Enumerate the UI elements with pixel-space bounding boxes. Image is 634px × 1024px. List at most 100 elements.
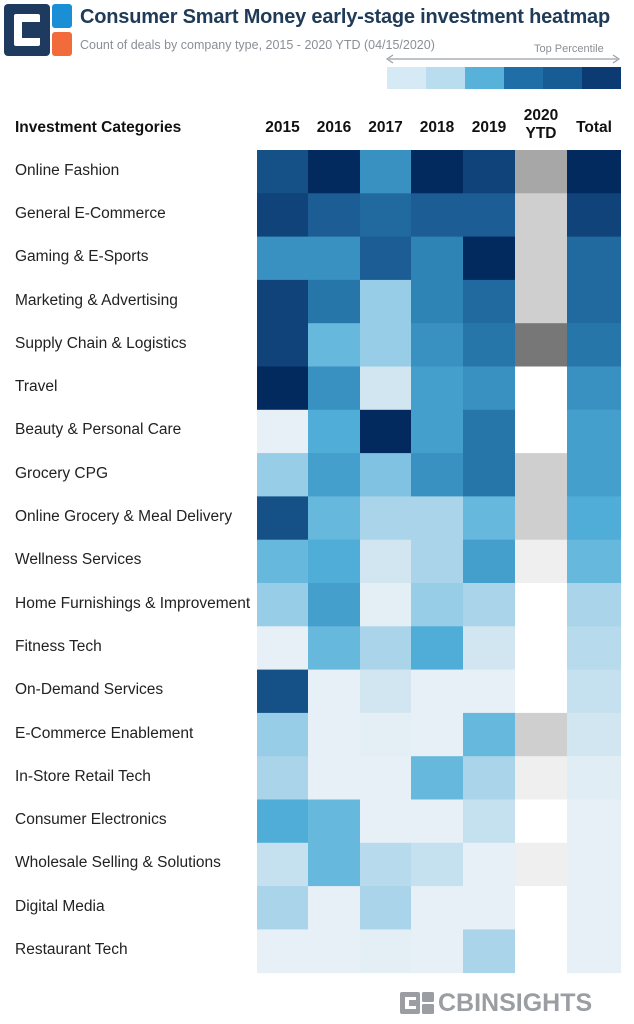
row-header: Investment Categories: [15, 119, 182, 136]
column-header: 2019: [471, 119, 507, 136]
heatmap-cell: [308, 366, 360, 411]
legend-swatch-1: [426, 67, 465, 89]
heatmap-cell: [567, 842, 621, 887]
heatmap-cell: [360, 842, 411, 887]
heatmap-cell: [411, 409, 463, 454]
heatmap-cell: [360, 323, 411, 367]
heatmap-cell: [308, 150, 360, 194]
heatmap-cell: [308, 323, 360, 367]
heatmap-cell: [308, 626, 360, 670]
column-header: 2017: [368, 119, 403, 136]
heatmap-cell: [515, 409, 567, 454]
heatmap-cell: [411, 799, 463, 844]
row-label: Online Grocery & Meal Delivery: [15, 508, 233, 526]
heatmap-cell: [308, 193, 360, 237]
heatmap-cell: [515, 496, 567, 541]
heatmap-cell: [360, 669, 411, 714]
heatmap-cell: [463, 323, 515, 367]
heatmap-cell: [411, 929, 463, 974]
heatmap-cell: [257, 669, 308, 714]
row-label: Online Fashion: [15, 161, 120, 179]
heatmap-cell: [360, 799, 411, 844]
heatmap-cell: [308, 842, 360, 887]
legend-swatches: [387, 67, 621, 89]
heatmap-cell: [308, 756, 360, 800]
heatmap-cell: [567, 799, 621, 844]
heatmap-cell: [567, 669, 621, 714]
legend-label: Top Percentile: [534, 43, 604, 55]
heatmap-cell: [515, 929, 567, 974]
heatmap-cell: [515, 583, 567, 627]
heatmap-cell: [515, 712, 567, 757]
heatmap-cell: [515, 756, 567, 800]
heatmap-cell: [515, 539, 567, 584]
heatmap-cell: [257, 366, 308, 411]
heatmap-cell: [567, 539, 621, 584]
heatmap-cell: [463, 279, 515, 324]
heatmap-cell: [308, 929, 360, 974]
heatmap-cell: [257, 583, 308, 627]
row-label: Home Furnishings & Improvement: [15, 594, 251, 612]
heatmap-cell: [308, 409, 360, 454]
cb-insights-mark-icon: [400, 992, 434, 1014]
heatmap-cell: [567, 886, 621, 930]
row-label: Travel: [15, 378, 58, 396]
heatmap-cell: [411, 323, 463, 367]
heatmap-cell: [463, 756, 515, 800]
heatmap-cell: [308, 583, 360, 627]
row-label: Fitness Tech: [15, 637, 102, 655]
heatmap-cell: [463, 453, 515, 497]
column-header: 2016: [316, 119, 352, 136]
heatmap-cell: [360, 539, 411, 584]
heatmap-cell: [257, 842, 308, 887]
heatmap-cell: [257, 799, 308, 844]
heatmap-cell: [567, 496, 621, 541]
legend-swatch-0: [387, 67, 426, 89]
heatmap-cell: [567, 712, 621, 757]
heatmap-cell: [515, 669, 567, 714]
heatmap-cell: [308, 236, 360, 281]
heatmap-cell: [463, 712, 515, 757]
heatmap-cell: [360, 193, 411, 237]
heatmap-cell: [411, 756, 463, 800]
heatmap-cell: [515, 193, 567, 237]
brand-text: CBINSIGHTS: [438, 989, 593, 1017]
heatmap-cell: [567, 756, 621, 800]
heatmap-cell: [567, 193, 621, 237]
heatmap-cell: [463, 626, 515, 670]
column-header: 2018: [419, 119, 455, 136]
heatmap-cell: [567, 236, 621, 281]
heatmap-cell: [567, 279, 621, 324]
heatmap-cell: [360, 279, 411, 324]
heatmap-cell: [360, 496, 411, 541]
heatmap-cell: [463, 886, 515, 930]
heatmap-cell: [360, 626, 411, 670]
heatmap-cell: [257, 539, 308, 584]
heatmap-cell: [411, 669, 463, 714]
legend-swatch-4: [543, 67, 582, 89]
heatmap-cell: [411, 626, 463, 670]
row-label: Wholesale Selling & Solutions: [15, 854, 221, 872]
heatmap-cell: [463, 669, 515, 714]
heatmap-cell: [567, 583, 621, 627]
heatmap-cell: [257, 712, 308, 757]
row-label: Digital Media: [15, 897, 105, 915]
heatmap-cell: [308, 886, 360, 930]
heatmap-cell: [360, 756, 411, 800]
heatmap-cell: [515, 842, 567, 887]
heatmap-cell: [567, 150, 621, 194]
heatmap-cell: [257, 496, 308, 541]
heatmap-cell: [463, 929, 515, 974]
heatmap-cell: [463, 150, 515, 194]
heatmap-cell: [257, 886, 308, 930]
heatmap-cell: [411, 366, 463, 411]
heatmap-cell: [360, 453, 411, 497]
brand-footer: CBINSIGHTS: [400, 990, 620, 1016]
row-label: Grocery CPG: [15, 464, 109, 482]
heatmap-cell: [463, 366, 515, 411]
heatmap-cell: [411, 236, 463, 281]
heatmap-cell: [463, 799, 515, 844]
heatmap-cell: [257, 453, 308, 497]
row-label: Marketing & Advertising: [15, 291, 178, 309]
heatmap-cell: [567, 366, 621, 411]
